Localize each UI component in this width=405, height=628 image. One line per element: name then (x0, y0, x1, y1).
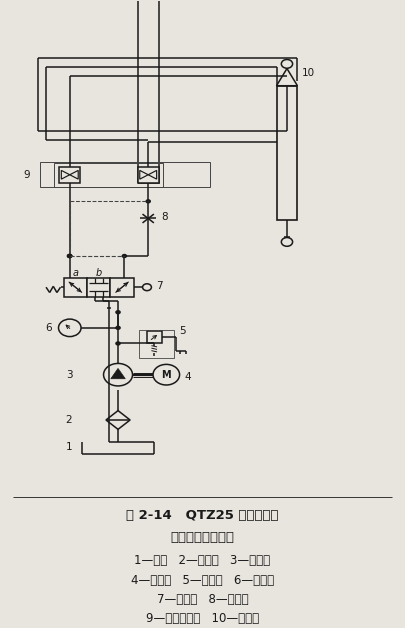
Circle shape (67, 254, 72, 258)
Text: b: b (96, 268, 102, 278)
Text: 6: 6 (46, 323, 52, 333)
Text: 2: 2 (66, 415, 72, 425)
Circle shape (115, 341, 121, 345)
Circle shape (67, 254, 72, 258)
Circle shape (143, 284, 151, 291)
Bar (139, 330, 174, 358)
Polygon shape (111, 369, 125, 379)
Circle shape (67, 254, 72, 258)
Text: 图 2-14   QTZ25 型塔式起重: 图 2-14 QTZ25 型塔式起重 (126, 509, 279, 522)
Text: 10: 10 (302, 68, 315, 78)
Bar (111, 278, 134, 296)
Bar (40, 162, 210, 187)
Bar (59, 166, 80, 183)
Circle shape (115, 310, 121, 315)
Polygon shape (277, 68, 297, 86)
Polygon shape (106, 411, 130, 430)
Text: 7: 7 (156, 281, 162, 291)
Text: 7—换向阀   8—节流阀: 7—换向阀 8—节流阀 (157, 593, 248, 606)
Bar (277, 86, 297, 220)
Text: 5: 5 (179, 326, 186, 336)
Circle shape (153, 364, 179, 385)
Text: 4: 4 (184, 372, 191, 382)
Bar (138, 0, 159, 183)
Text: a: a (72, 268, 79, 278)
Text: 1: 1 (66, 441, 72, 452)
Text: 8: 8 (161, 212, 168, 222)
Text: 9: 9 (23, 170, 30, 180)
Bar (147, 331, 162, 343)
Text: 3: 3 (66, 370, 72, 380)
Text: 4—电动机   5—溢流阀   6—压力表: 4—电动机 5—溢流阀 6—压力表 (131, 575, 274, 587)
Circle shape (145, 199, 151, 203)
Bar (138, 166, 159, 183)
Circle shape (115, 326, 121, 330)
Circle shape (58, 319, 81, 337)
Circle shape (122, 254, 127, 258)
Bar (64, 278, 87, 296)
Text: 9—双向液压锁   10—液压缸: 9—双向液压锁 10—液压缸 (146, 612, 259, 625)
Text: 1—油箱   2—过滤器   3—齿轮泵: 1—油箱 2—过滤器 3—齿轮泵 (134, 554, 271, 567)
Circle shape (104, 364, 132, 386)
Text: M: M (162, 370, 171, 380)
Bar (55, 163, 164, 187)
Bar (87, 278, 111, 296)
Text: 机顶升液压原理图: 机顶升液压原理图 (171, 531, 234, 544)
